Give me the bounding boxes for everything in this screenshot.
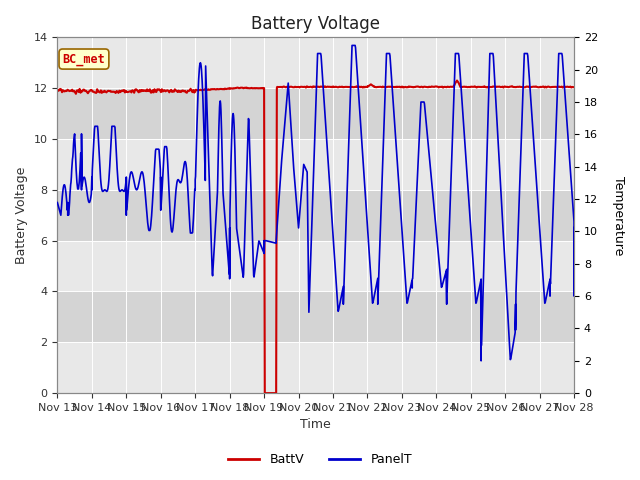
Bar [58,190,574,240]
Y-axis label: Temperature: Temperature [612,176,625,255]
Bar [58,342,574,393]
Legend: BattV, PanelT: BattV, PanelT [223,448,417,471]
Bar [58,139,574,190]
Bar [58,240,574,291]
Bar [58,37,574,88]
X-axis label: Time: Time [300,419,331,432]
Bar [58,88,574,139]
Bar [58,291,574,342]
Text: BC_met: BC_met [63,52,106,66]
Title: Battery Voltage: Battery Voltage [252,15,380,33]
Y-axis label: Battery Voltage: Battery Voltage [15,167,28,264]
